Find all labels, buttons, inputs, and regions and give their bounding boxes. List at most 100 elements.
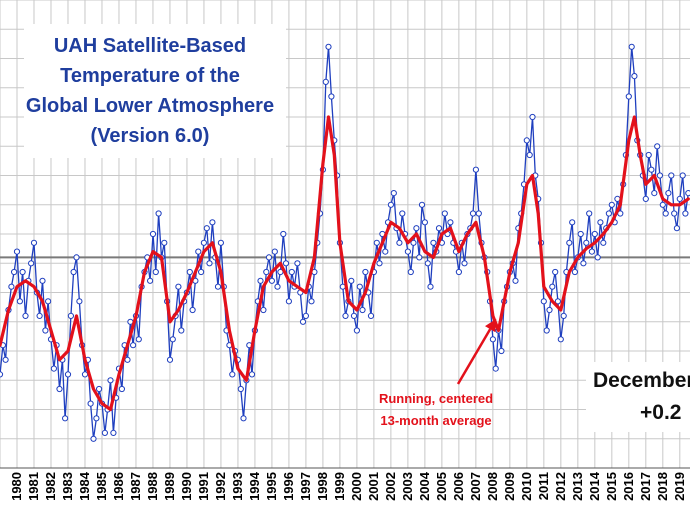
title-line-1: UAH Satellite-Based bbox=[54, 35, 246, 57]
title-line-2: Temperature of the bbox=[60, 65, 240, 87]
monthly-point bbox=[308, 298, 315, 305]
monthly-point bbox=[367, 312, 375, 319]
monthly-point bbox=[353, 327, 360, 334]
monthly-point bbox=[50, 365, 58, 372]
x-tick-label: 2008 bbox=[485, 472, 500, 501]
monthly-point bbox=[413, 225, 420, 232]
monthly-point bbox=[399, 210, 406, 217]
annotation-line-2: 13-month average bbox=[380, 413, 491, 428]
monthly-point bbox=[625, 93, 632, 100]
x-tick-label: 1980 bbox=[9, 472, 24, 501]
monthly-point bbox=[560, 312, 567, 319]
monthly-point bbox=[268, 277, 275, 284]
monthly-point bbox=[586, 210, 593, 217]
running-average-series bbox=[0, 115, 690, 412]
monthly-point bbox=[427, 283, 434, 290]
annotation-line-1: Running, centered bbox=[379, 391, 493, 406]
monthly-point bbox=[67, 312, 75, 319]
title-line-3: Global Lower Atmosphere bbox=[26, 95, 274, 117]
x-tick-label: 1993 bbox=[230, 472, 245, 501]
monthly-point bbox=[147, 277, 154, 284]
monthly-point bbox=[543, 327, 550, 334]
monthly-point bbox=[376, 260, 383, 267]
monthly-point bbox=[175, 283, 182, 290]
x-tick-label: 2014 bbox=[587, 471, 602, 501]
monthly-point bbox=[101, 429, 109, 436]
x-tick-label: 2018 bbox=[655, 472, 670, 501]
monthly-point bbox=[178, 327, 185, 334]
monthly-point bbox=[552, 268, 559, 276]
x-tick-label: 1999 bbox=[332, 472, 347, 501]
monthly-point bbox=[526, 151, 533, 159]
monthly-point bbox=[169, 336, 176, 343]
callout-line-1: December bbox=[593, 369, 690, 392]
monthly-point bbox=[16, 298, 23, 305]
monthly-point bbox=[421, 219, 428, 226]
monthly-point bbox=[124, 356, 131, 363]
monthly-point bbox=[206, 260, 213, 267]
x-tick-label: 2012 bbox=[553, 472, 568, 501]
monthly-point bbox=[87, 400, 94, 407]
monthly-point bbox=[447, 219, 454, 226]
callout-box bbox=[586, 362, 690, 432]
monthly-point bbox=[656, 172, 664, 179]
monthly-point bbox=[498, 347, 505, 355]
monthly-point bbox=[200, 239, 207, 246]
annotation: Running, centered 13-month average bbox=[379, 318, 497, 428]
monthly-point bbox=[492, 365, 499, 372]
monthly-point bbox=[248, 371, 256, 378]
annotation-arrow bbox=[456, 328, 492, 385]
x-tick-label: 2001 bbox=[366, 472, 381, 501]
monthly-point bbox=[195, 248, 202, 255]
monthly-point bbox=[56, 385, 63, 393]
monthly-point bbox=[130, 342, 137, 349]
monthly-point bbox=[274, 283, 281, 290]
monthly-point bbox=[489, 336, 496, 343]
x-tick-label: 1985 bbox=[94, 472, 109, 501]
monthly-point bbox=[11, 268, 18, 276]
x-tick-label: 2019 bbox=[672, 472, 687, 501]
monthly-point bbox=[523, 137, 530, 144]
monthly-point bbox=[257, 277, 264, 284]
monthly-point bbox=[424, 260, 431, 267]
x-tick-label: 1992 bbox=[213, 472, 228, 501]
x-tick-label: 2007 bbox=[468, 472, 483, 501]
monthly-point bbox=[387, 201, 394, 208]
monthly-point bbox=[373, 239, 380, 246]
monthly-point bbox=[549, 283, 556, 290]
monthly-point bbox=[569, 219, 576, 226]
monthly-point bbox=[441, 210, 448, 217]
monthly-point bbox=[110, 429, 117, 436]
x-tick-label: 1984 bbox=[77, 471, 92, 501]
monthly-series bbox=[0, 43, 690, 442]
monthly-point bbox=[76, 298, 83, 305]
monthly-point bbox=[342, 312, 349, 319]
annotation-arrowhead bbox=[485, 318, 497, 333]
monthly-point bbox=[407, 268, 414, 276]
x-tick-label: 2000 bbox=[349, 472, 364, 501]
monthly-point bbox=[81, 371, 89, 378]
monthly-point bbox=[356, 283, 363, 290]
monthly-point bbox=[416, 254, 423, 261]
monthly-point bbox=[600, 239, 607, 246]
monthly-point bbox=[322, 78, 329, 86]
monthly-line bbox=[0, 46, 689, 440]
monthly-point bbox=[554, 298, 562, 305]
monthly-point bbox=[155, 210, 162, 217]
monthly-point bbox=[577, 230, 584, 238]
monthly-point bbox=[350, 312, 358, 319]
x-tick-label: 1988 bbox=[145, 472, 160, 501]
monthly-point bbox=[229, 371, 236, 378]
monthly-point bbox=[161, 239, 168, 246]
monthly-point bbox=[152, 268, 159, 276]
x-tick-label: 2006 bbox=[451, 472, 466, 501]
monthly-point bbox=[166, 356, 174, 363]
x-tick-label: 1994 bbox=[247, 471, 262, 501]
monthly-point bbox=[64, 371, 72, 378]
monthly-point bbox=[461, 260, 468, 267]
monthly-point bbox=[591, 230, 598, 238]
monthly-point bbox=[42, 327, 49, 334]
monthly-point bbox=[571, 268, 579, 276]
monthly-point bbox=[512, 277, 519, 284]
